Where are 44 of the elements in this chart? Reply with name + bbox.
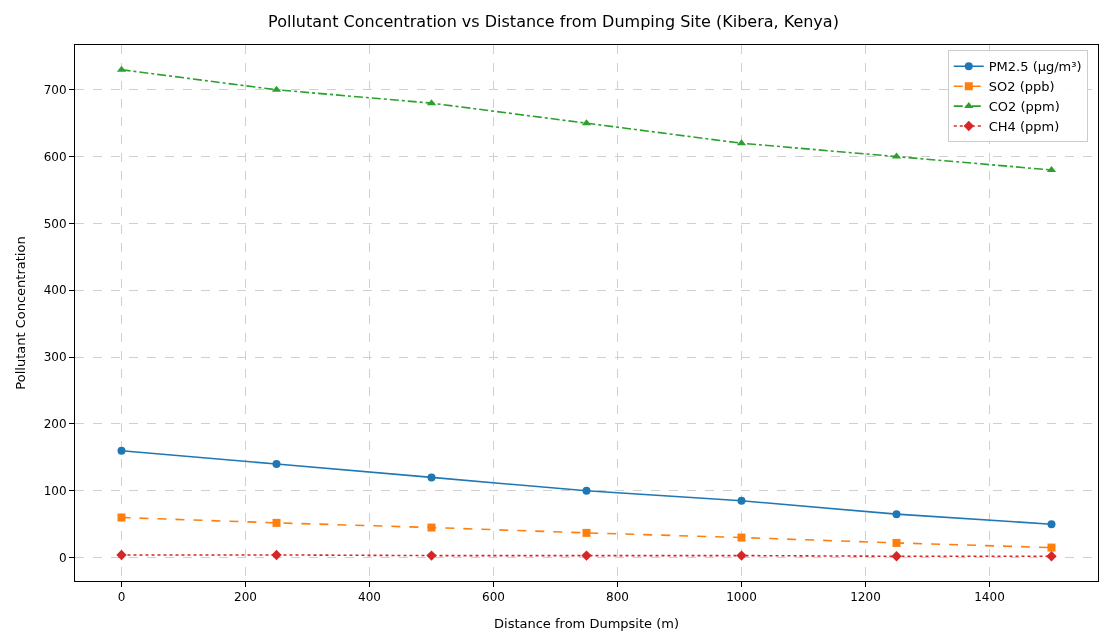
y-tick-label: 400 <box>43 283 67 298</box>
point <box>892 510 901 519</box>
legend-label: SO2 (ppb) <box>988 79 1055 95</box>
legend-label: CH4 (ppm) <box>988 119 1060 135</box>
point <box>272 518 281 527</box>
point <box>1046 551 1057 562</box>
y-tick-label: 500 <box>43 216 67 231</box>
legend-label: CO2 (ppm) <box>988 99 1060 115</box>
point <box>1047 543 1056 552</box>
point <box>117 513 126 522</box>
y-tick-label: 700 <box>43 82 67 97</box>
x-tick-label: 600 <box>482 590 505 605</box>
point <box>427 473 436 482</box>
x-tick-label: 800 <box>606 590 629 605</box>
point <box>581 550 592 561</box>
x-tick-label: 400 <box>358 590 381 605</box>
point <box>427 523 436 532</box>
point <box>271 549 282 561</box>
point <box>117 446 126 455</box>
point <box>272 460 281 469</box>
point <box>737 496 746 505</box>
point <box>1047 520 1056 529</box>
point <box>892 538 901 547</box>
y-tick-label: 200 <box>43 417 67 432</box>
y-tick-label: 100 <box>43 483 67 498</box>
point <box>582 486 591 495</box>
y-axis-title: Pollutant Concentration <box>12 236 28 390</box>
x-tick-label: 200 <box>234 590 257 605</box>
point <box>891 551 902 562</box>
y-tick-label: 300 <box>43 350 67 365</box>
point <box>736 550 747 561</box>
point <box>737 533 746 542</box>
x-axis-title: Distance from Dumpsite (m) <box>494 616 679 631</box>
point <box>582 528 591 537</box>
legend-label: PM2.5 (µg/m³) <box>988 59 1082 75</box>
x-tick-label: 1200 <box>850 590 881 605</box>
x-tick-label: 0 <box>117 590 126 605</box>
point <box>426 550 437 561</box>
x-tick-label: 1400 <box>974 590 1005 605</box>
chart-title: Pollutant Concentration vs Distance from Dumping Site (Kibera, Kenya) <box>268 12 839 32</box>
y-tick-label: 600 <box>43 149 67 164</box>
y-tick-label: 0 <box>58 550 67 565</box>
point <box>116 549 127 561</box>
x-tick-label: 1000 <box>726 590 757 605</box>
